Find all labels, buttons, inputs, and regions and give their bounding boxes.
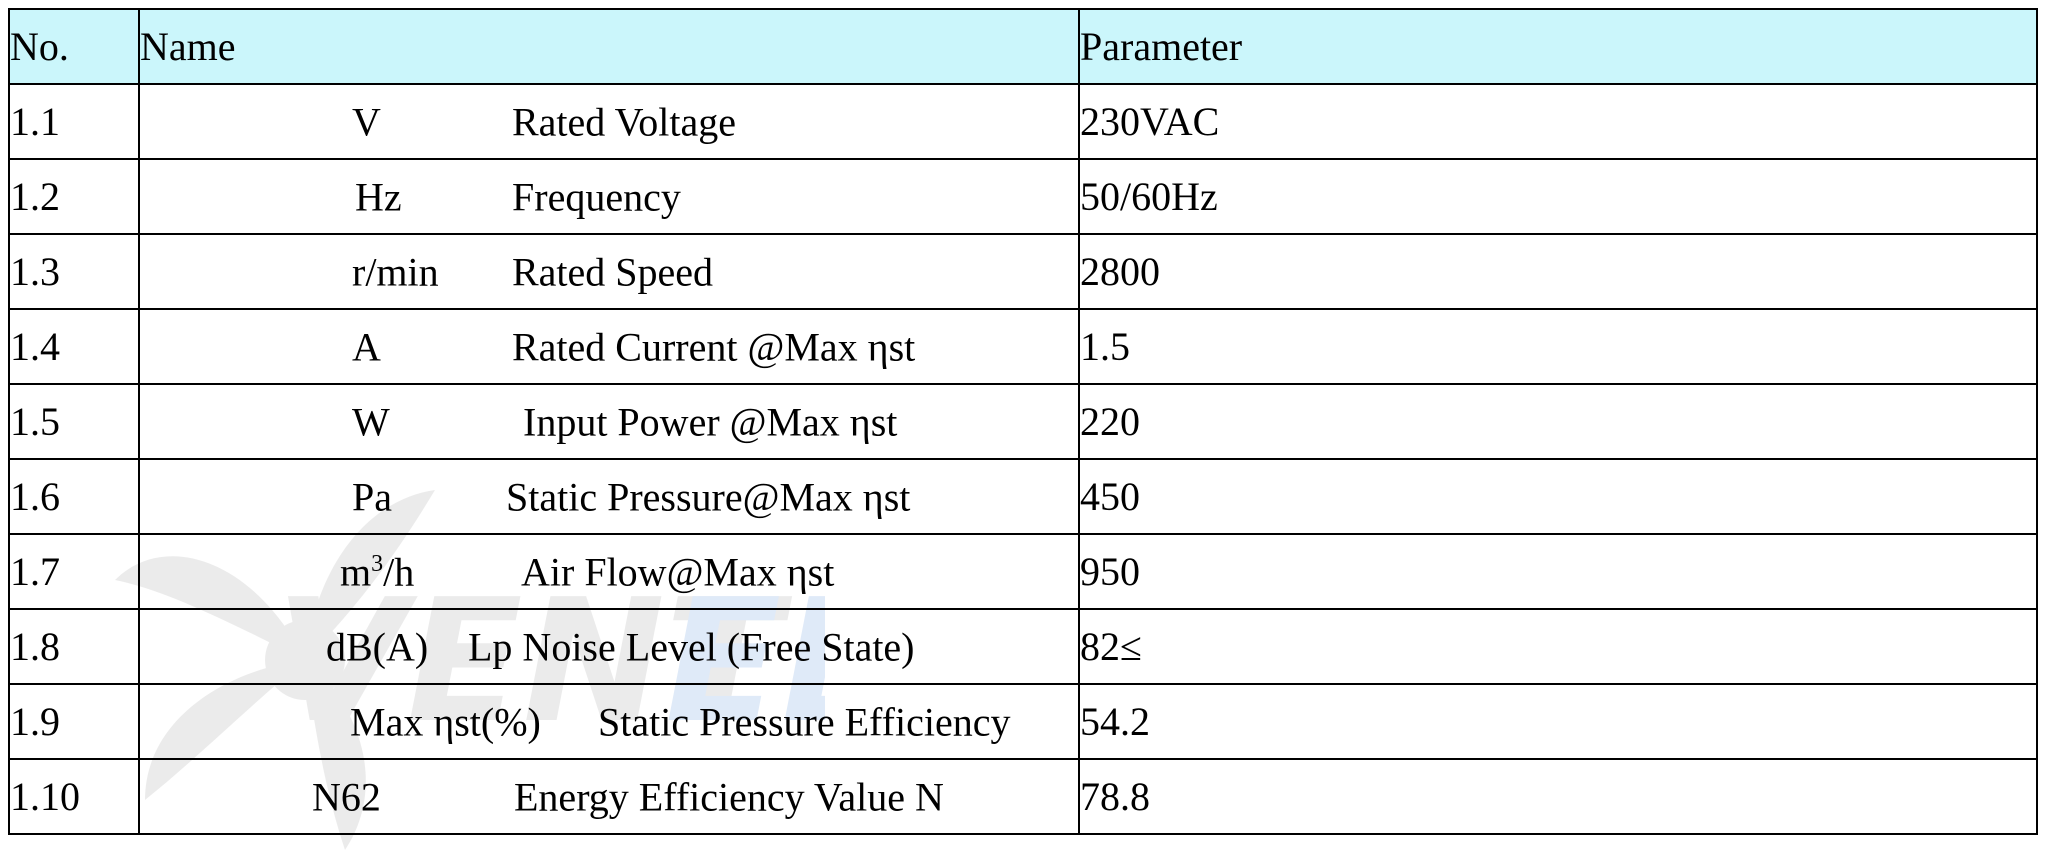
spec-table: No. Name Parameter 1.1 V Rated Voltage 2…: [8, 8, 2038, 835]
row-label: Air Flow@Max ηst: [521, 549, 835, 594]
header-no: No.: [8, 8, 140, 85]
table-row: 1.7 m3/h Air Flow@Max ηst 950: [8, 533, 2038, 610]
row-label: Lp Noise Level (Free State): [468, 624, 915, 669]
row-label: Input Power @Max ηst: [523, 399, 898, 444]
row-label: Frequency: [512, 174, 681, 219]
row-symbol: r/min: [352, 249, 439, 294]
row-value: 50/60Hz: [1078, 158, 2038, 235]
table-row: 1.1 V Rated Voltage 230VAC: [8, 83, 2038, 160]
row-symbol: Pa: [352, 474, 392, 519]
row-name: Pa Static Pressure@Max ηst: [138, 458, 1080, 535]
table-header-row: No. Name Parameter: [8, 8, 2038, 85]
row-no: 1.5: [8, 383, 140, 460]
header-name: Name: [138, 8, 1080, 85]
row-symbol-base: m: [340, 549, 372, 594]
table-row: 1.2 Hz Frequency 50/60Hz: [8, 158, 2038, 235]
row-symbol: m3/h: [340, 548, 414, 595]
row-value: 78.8: [1078, 758, 2038, 835]
row-symbol-tail: /h: [383, 549, 415, 594]
row-label: Rated Speed: [512, 249, 714, 294]
row-symbol-sup: 3: [371, 550, 384, 577]
row-value: 2800: [1078, 233, 2038, 310]
table-row: 1.4 A Rated Current @Max ηst 1.5: [8, 308, 2038, 385]
row-no: 1.9: [8, 683, 140, 760]
row-symbol: V: [352, 99, 381, 144]
row-name: m3/h Air Flow@Max ηst: [138, 533, 1080, 610]
row-name: Max ηst(%) Static Pressure Efficiency: [138, 683, 1080, 760]
row-symbol: W: [352, 399, 390, 444]
row-symbol: Max ηst(%): [350, 699, 541, 744]
row-symbol: dB(A): [326, 624, 429, 669]
row-no: 1.3: [8, 233, 140, 310]
row-name: dB(A) Lp Noise Level (Free State): [138, 608, 1080, 685]
row-value: 82≤: [1078, 608, 2038, 685]
row-no: 1.8: [8, 608, 140, 685]
row-name: A Rated Current @Max ηst: [138, 308, 1080, 385]
row-symbol: N62: [312, 774, 381, 819]
row-value: 54.2: [1078, 683, 2038, 760]
row-name: r/min Rated Speed: [138, 233, 1080, 310]
row-value: 450: [1078, 458, 2038, 535]
table-row: 1.9 Max ηst(%) Static Pressure Efficienc…: [8, 683, 2038, 760]
row-name: W Input Power @Max ηst: [138, 383, 1080, 460]
table-row: 1.10 N62 Energy Efficiency Value N 78.8: [8, 758, 2038, 835]
row-name: Hz Frequency: [138, 158, 1080, 235]
table-row: 1.3 r/min Rated Speed 2800: [8, 233, 2038, 310]
row-name: N62 Energy Efficiency Value N: [138, 758, 1080, 835]
row-no: 1.2: [8, 158, 140, 235]
row-label: Rated Current @Max ηst: [512, 324, 916, 369]
table-row: 1.5 W Input Power @Max ηst 220: [8, 383, 2038, 460]
row-symbol: A: [352, 324, 381, 369]
row-label: Static Pressure@Max ηst: [506, 474, 911, 519]
row-value: 1.5: [1078, 308, 2038, 385]
row-label: Energy Efficiency Value N: [514, 774, 944, 819]
row-label: Rated Voltage: [512, 99, 737, 144]
table-row: 1.6 Pa Static Pressure@Max ηst 450: [8, 458, 2038, 535]
row-no: 1.6: [8, 458, 140, 535]
table-row: 1.8 dB(A) Lp Noise Level (Free State) 82…: [8, 608, 2038, 685]
row-label: Static Pressure Efficiency: [598, 699, 1011, 744]
header-parameter: Parameter: [1078, 8, 2038, 85]
row-no: 1.1: [8, 83, 140, 160]
row-symbol: Hz: [355, 174, 402, 219]
row-name: V Rated Voltage: [138, 83, 1080, 160]
row-no: 1.10: [8, 758, 140, 835]
row-no: 1.4: [8, 308, 140, 385]
row-value: 220: [1078, 383, 2038, 460]
row-no: 1.7: [8, 533, 140, 610]
row-value: 950: [1078, 533, 2038, 610]
row-value: 230VAC: [1078, 83, 2038, 160]
